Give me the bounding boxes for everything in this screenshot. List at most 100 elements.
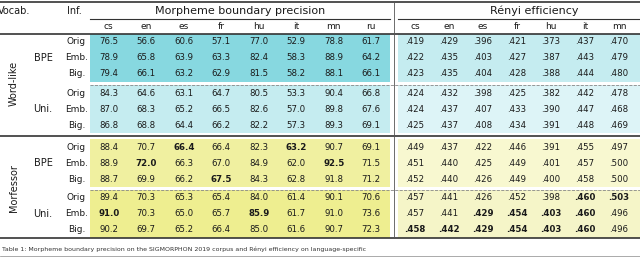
Text: 84.3: 84.3	[249, 174, 268, 184]
Text: .478: .478	[609, 89, 628, 98]
Text: .460: .460	[574, 194, 596, 203]
Text: 88.7: 88.7	[99, 174, 118, 184]
Text: 61.6: 61.6	[287, 225, 306, 235]
Text: 71.2: 71.2	[362, 174, 381, 184]
Text: 67.5: 67.5	[211, 174, 232, 184]
Text: en: en	[141, 22, 152, 31]
Text: .437: .437	[440, 143, 459, 151]
Text: Emb.: Emb.	[65, 104, 88, 114]
Text: 66.2: 66.2	[174, 174, 193, 184]
Text: 56.6: 56.6	[137, 38, 156, 47]
Text: fr: fr	[513, 22, 520, 31]
Text: cs: cs	[104, 22, 113, 31]
Text: .500: .500	[609, 174, 628, 184]
Text: .448: .448	[575, 120, 595, 129]
Text: .449: .449	[508, 159, 527, 168]
Text: .435: .435	[440, 53, 459, 63]
Text: 58.3: 58.3	[287, 53, 306, 63]
Bar	[398, 101, 640, 117]
Text: 69.7: 69.7	[137, 225, 156, 235]
Text: 53.3: 53.3	[287, 89, 306, 98]
Text: 66.8: 66.8	[362, 89, 381, 98]
Text: 89.4: 89.4	[99, 194, 118, 203]
Text: 61.4: 61.4	[287, 194, 306, 203]
Text: 90.4: 90.4	[324, 89, 343, 98]
Text: 63.3: 63.3	[212, 53, 231, 63]
Text: 65.2: 65.2	[174, 225, 193, 235]
Text: 89.3: 89.3	[324, 120, 343, 129]
Text: 62.9: 62.9	[212, 69, 231, 78]
Text: 52.9: 52.9	[287, 38, 306, 47]
Text: Emb.: Emb.	[65, 53, 88, 63]
Text: .496: .496	[609, 210, 628, 219]
Text: .421: .421	[508, 38, 527, 47]
Text: .428: .428	[508, 69, 527, 78]
Text: .396: .396	[474, 38, 493, 47]
Text: en: en	[444, 22, 454, 31]
Text: .452: .452	[508, 194, 527, 203]
Text: Orig: Orig	[67, 143, 86, 151]
Text: .460: .460	[574, 225, 596, 235]
Text: 57.1: 57.1	[212, 38, 231, 47]
Text: .458: .458	[404, 225, 426, 235]
Text: 65.8: 65.8	[137, 53, 156, 63]
Text: .388: .388	[541, 69, 561, 78]
Bar	[398, 222, 640, 238]
Text: .398: .398	[474, 89, 493, 98]
Text: 91.0: 91.0	[98, 210, 120, 219]
Text: it: it	[582, 22, 588, 31]
Text: es: es	[179, 22, 189, 31]
Text: .440: .440	[440, 174, 459, 184]
Text: 85.9: 85.9	[248, 210, 269, 219]
Text: Uni.: Uni.	[33, 104, 52, 114]
Text: .480: .480	[609, 69, 628, 78]
Text: 78.9: 78.9	[99, 53, 118, 63]
Bar	[398, 50, 640, 66]
Text: 66.2: 66.2	[212, 120, 231, 129]
Text: .391: .391	[541, 120, 561, 129]
Text: 70.3: 70.3	[137, 194, 156, 203]
Text: 63.2: 63.2	[174, 69, 193, 78]
Text: 65.0: 65.0	[174, 210, 193, 219]
Text: 78.8: 78.8	[324, 38, 343, 47]
Text: 90.7: 90.7	[324, 225, 343, 235]
Text: 90.2: 90.2	[99, 225, 118, 235]
Text: 58.2: 58.2	[287, 69, 306, 78]
Text: 70.3: 70.3	[137, 210, 156, 219]
Bar	[90, 50, 390, 66]
Text: Rényi efficiency: Rényi efficiency	[490, 5, 579, 16]
Text: .451: .451	[405, 159, 424, 168]
Text: mn: mn	[326, 22, 341, 31]
Text: .437: .437	[440, 104, 459, 114]
Bar	[90, 171, 390, 187]
Text: .446: .446	[508, 143, 527, 151]
Text: .434: .434	[508, 120, 527, 129]
Text: 66.4: 66.4	[173, 143, 195, 151]
Bar	[90, 222, 390, 238]
Text: 87.0: 87.0	[99, 104, 118, 114]
Bar	[90, 155, 390, 171]
Text: Morpheme boundary precision: Morpheme boundary precision	[155, 6, 325, 16]
Text: .390: .390	[541, 104, 561, 114]
Text: BPE: BPE	[33, 158, 52, 168]
Text: 68.8: 68.8	[137, 120, 156, 129]
Text: .426: .426	[474, 194, 493, 203]
Text: hu: hu	[253, 22, 264, 31]
Text: .442: .442	[575, 89, 595, 98]
Text: 64.7: 64.7	[212, 89, 231, 98]
Text: .457: .457	[575, 159, 595, 168]
Text: 71.5: 71.5	[362, 159, 381, 168]
Text: BPE: BPE	[33, 53, 52, 63]
Text: 69.1: 69.1	[362, 120, 381, 129]
Text: 90.7: 90.7	[324, 143, 343, 151]
Text: 82.3: 82.3	[249, 143, 268, 151]
Text: 81.5: 81.5	[249, 69, 268, 78]
Text: 57.3: 57.3	[287, 120, 306, 129]
Text: 85.0: 85.0	[249, 225, 268, 235]
Text: .419: .419	[406, 38, 424, 47]
Text: 61.7: 61.7	[362, 38, 381, 47]
Text: .435: .435	[440, 69, 459, 78]
Text: 88.9: 88.9	[99, 159, 118, 168]
Text: ru: ru	[367, 22, 376, 31]
Text: .443: .443	[575, 53, 595, 63]
